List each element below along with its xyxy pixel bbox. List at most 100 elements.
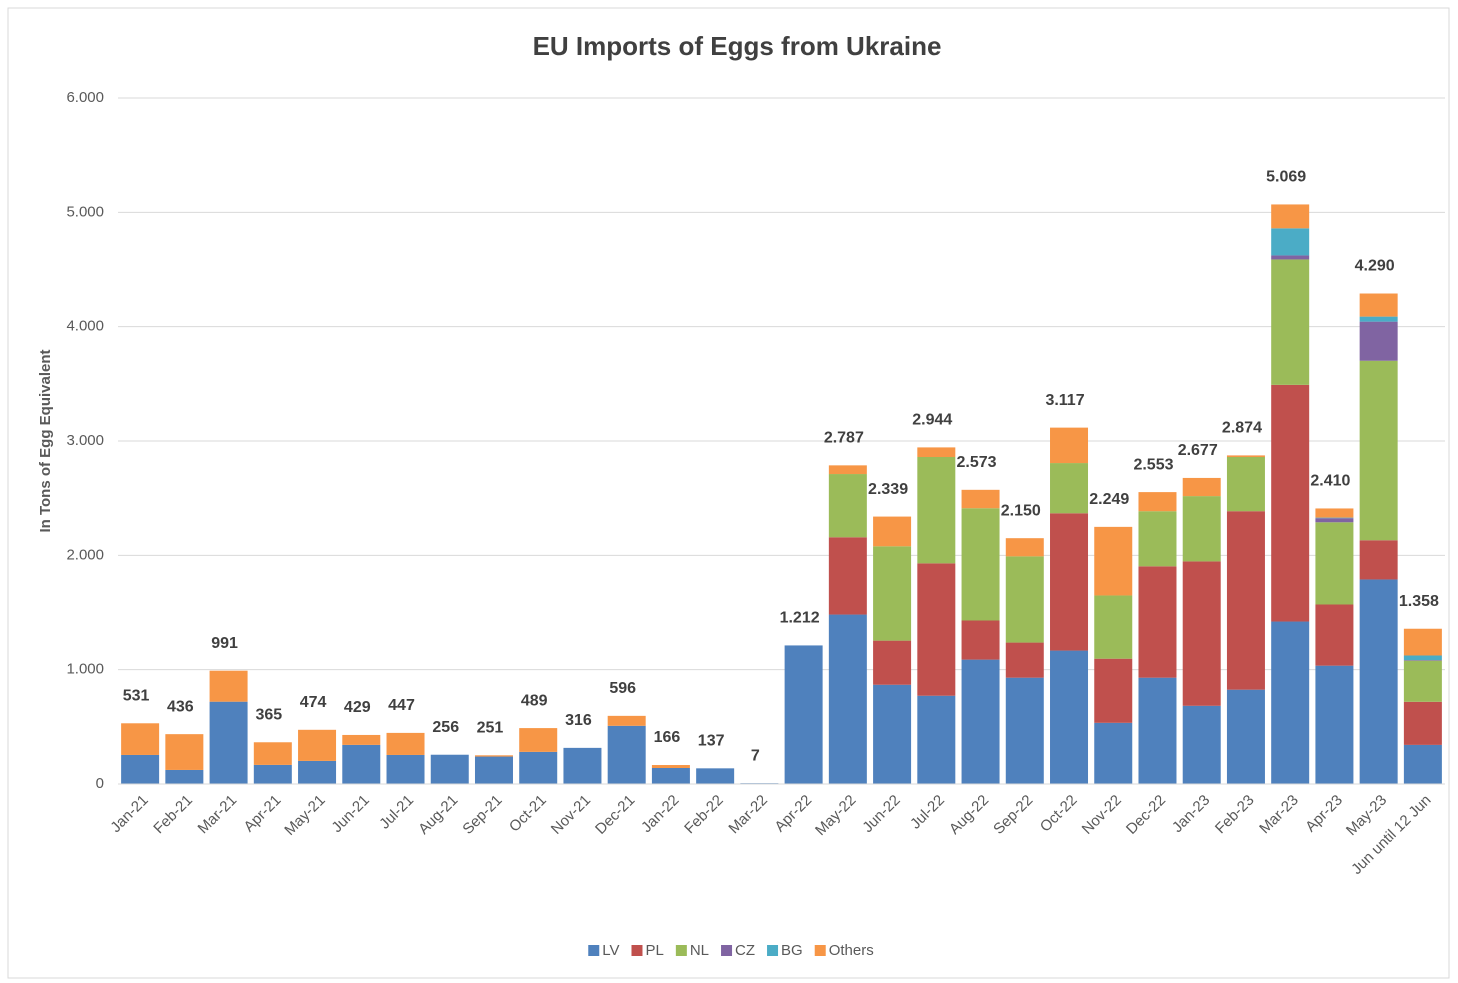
bar-segment [121, 754, 160, 784]
bar-segment [1403, 628, 1442, 656]
bar-segment [1271, 255, 1310, 260]
bar-segment [1359, 321, 1398, 361]
total-label: 4.290 [1355, 258, 1395, 275]
bar-segment [917, 563, 956, 696]
bar-segment [563, 747, 602, 784]
bar-segment [1005, 556, 1044, 643]
bar-segment [1005, 642, 1044, 678]
bar-segment [1271, 228, 1310, 256]
legend-label: CZ [735, 942, 755, 959]
total-label: 2.553 [1133, 456, 1173, 473]
y-tick-label: 5.000 [66, 203, 104, 220]
y-tick-label: 4.000 [66, 318, 104, 335]
total-label: 2.573 [957, 454, 997, 471]
bar-segment [917, 447, 956, 458]
legend-swatch [814, 945, 826, 956]
bar-segment [1359, 316, 1398, 322]
bar-segment [1005, 677, 1044, 784]
bar-segment [784, 645, 823, 784]
bar-segment [1315, 508, 1354, 518]
bar-segment [1403, 655, 1442, 661]
y-tick-label: 6.000 [66, 89, 104, 106]
total-label: 429 [344, 699, 371, 716]
bar-segment [342, 744, 381, 784]
bar-segment [873, 684, 912, 784]
bar-segment [1226, 455, 1265, 458]
bar-segment [519, 728, 558, 752]
legend-swatch [588, 945, 600, 956]
total-label: 2.677 [1178, 442, 1218, 459]
bar-segment [1271, 384, 1310, 622]
bar-segment [1182, 561, 1221, 706]
bar-segment [651, 765, 690, 768]
total-label: 447 [388, 697, 415, 714]
legend-swatch [721, 945, 733, 956]
total-label: 991 [211, 635, 238, 652]
bar-segment [1226, 457, 1265, 512]
bar-segment [961, 620, 1000, 660]
bar-segment [253, 764, 292, 784]
bar-segment [1094, 595, 1133, 659]
bar-segment [1182, 496, 1221, 562]
bar-segment [1182, 705, 1221, 784]
total-label: 3.117 [1045, 392, 1084, 409]
bar-segment [1271, 621, 1310, 784]
bar-segment [121, 723, 160, 755]
bar-segment [1359, 540, 1398, 580]
bar-segment [651, 767, 690, 784]
y-axis-label: In Tons of Egg Equivalent [37, 349, 54, 532]
bar-segment [1403, 701, 1442, 745]
bar-segment [1094, 526, 1133, 596]
bar-segment [1050, 463, 1089, 514]
bar-segment [386, 754, 425, 784]
bar-segment [1005, 538, 1044, 557]
bar-segment [961, 659, 1000, 784]
total-label: 7 [751, 747, 760, 764]
total-label: 316 [565, 712, 592, 729]
bar-segment [386, 732, 425, 755]
total-label: 5.069 [1266, 169, 1306, 186]
bar-segment [828, 474, 867, 538]
total-label: 2.874 [1222, 420, 1262, 437]
bar-segment [917, 695, 956, 784]
bar-segment [1403, 660, 1442, 661]
total-label: 1.358 [1399, 593, 1439, 610]
bar-segment [1138, 511, 1177, 567]
y-tick-label: 0 [96, 775, 104, 792]
total-label: 1.212 [780, 610, 820, 627]
bar-segment [873, 640, 912, 685]
bar-segment [1403, 744, 1442, 784]
legend-label: Others [829, 942, 874, 959]
total-label: 596 [609, 680, 636, 697]
total-label: 166 [654, 729, 681, 746]
bar-segment [1138, 492, 1177, 512]
bar-segment [519, 751, 558, 784]
bar-segment [1050, 650, 1089, 784]
bar-segment [961, 489, 1000, 509]
total-label: 2.787 [824, 430, 864, 447]
total-label: 2.150 [1001, 502, 1041, 519]
bar-segment [828, 614, 867, 784]
bar-segment [828, 465, 867, 475]
legend-label: PL [645, 942, 663, 959]
bar-segment [1271, 204, 1310, 229]
bar-segment [298, 760, 337, 784]
legend-swatch [631, 945, 643, 956]
legend-swatch [767, 945, 779, 956]
total-label: 474 [300, 694, 327, 711]
total-label: 436 [167, 698, 194, 715]
total-label: 2.944 [912, 412, 952, 429]
bar-segment [873, 546, 912, 641]
y-tick-label: 3.000 [66, 432, 104, 449]
total-label: 2.410 [1310, 473, 1350, 490]
legend-label: LV [602, 942, 619, 959]
bar-segment [1094, 722, 1133, 784]
bar-segment [1359, 579, 1398, 784]
bar-segment [253, 742, 292, 765]
bar-segment [607, 715, 646, 726]
bar-segment [1403, 660, 1442, 702]
total-label: 2.339 [868, 481, 908, 498]
chart-title: EU Imports of Eggs from Ukraine [533, 31, 942, 61]
